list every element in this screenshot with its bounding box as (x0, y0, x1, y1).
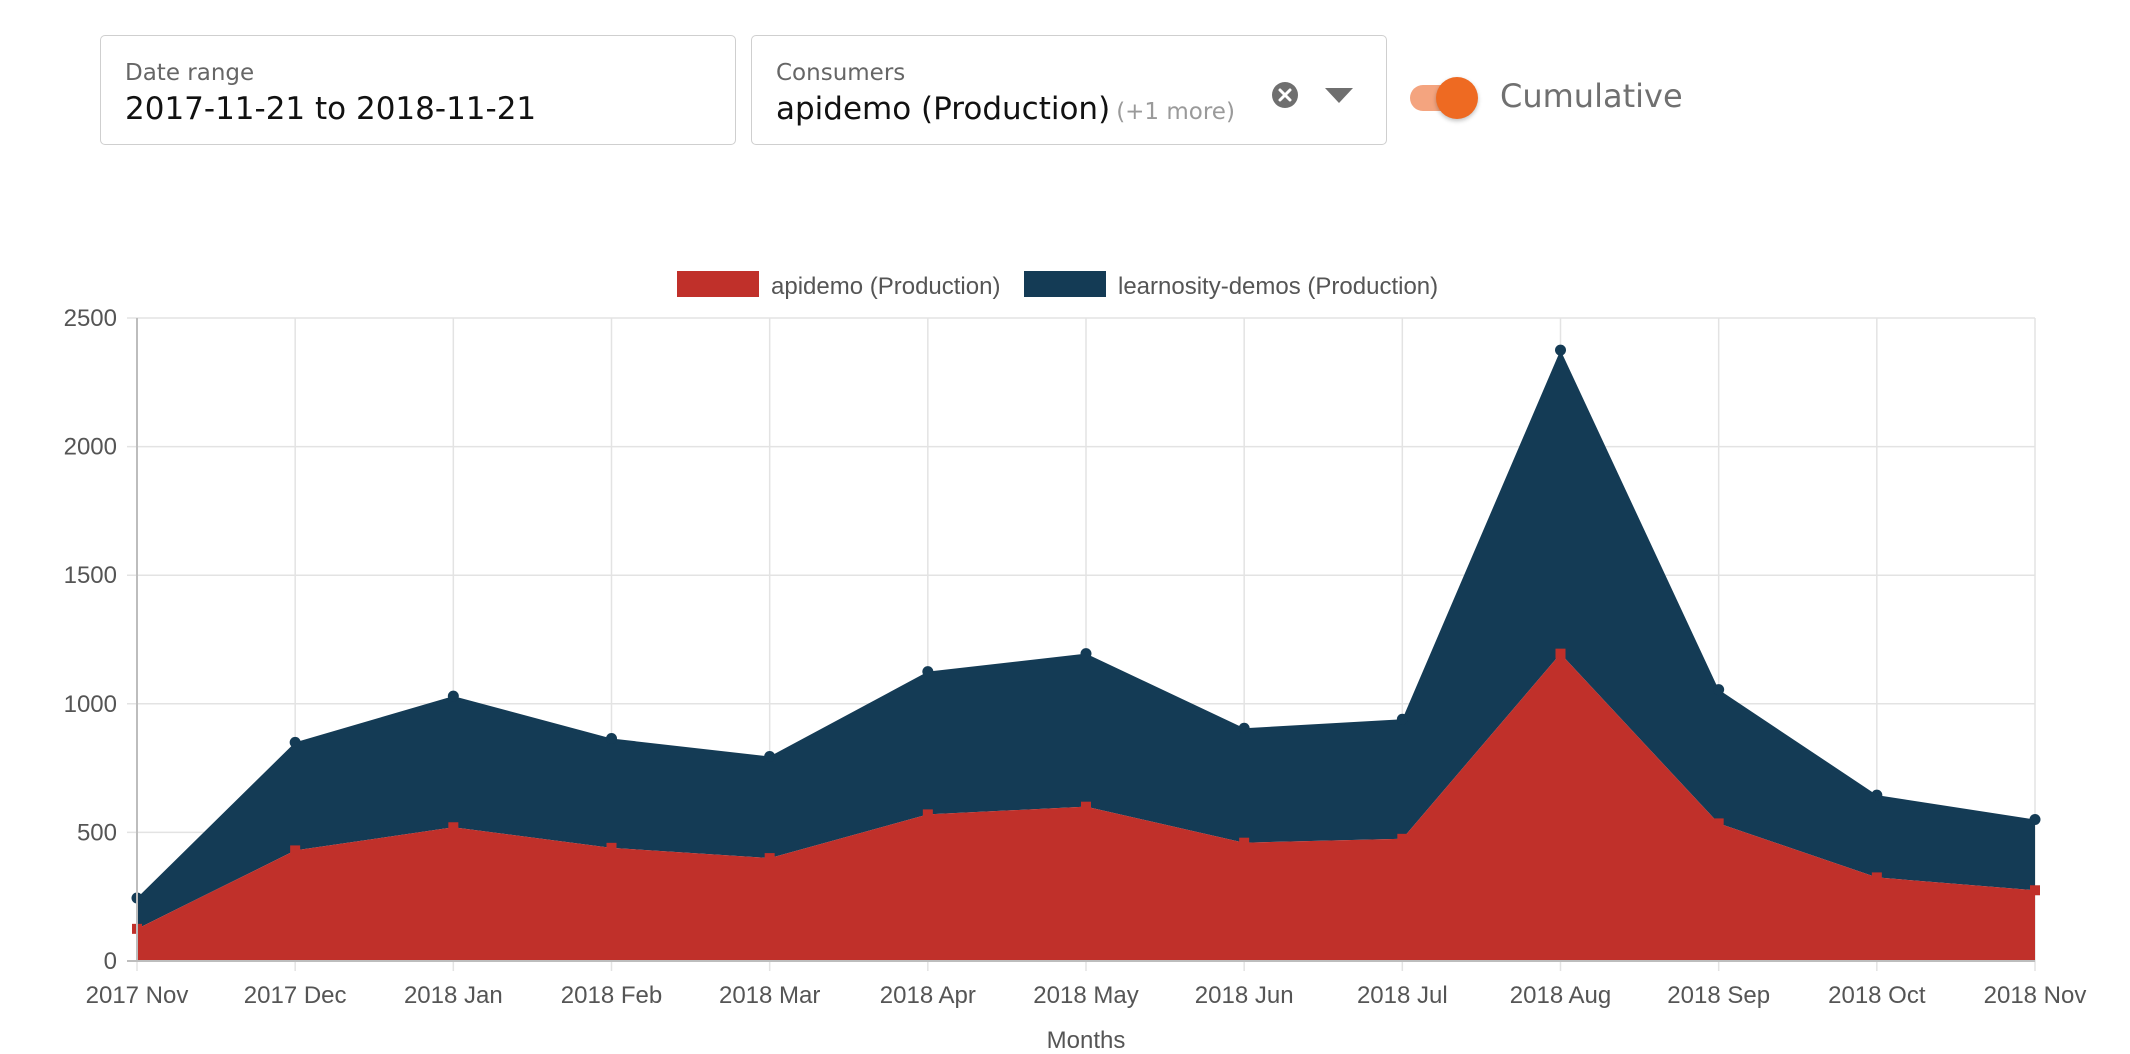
data-point-apidemo (606, 842, 617, 853)
x-axis-title: Months (1047, 1027, 1126, 1054)
data-point-learnosity-demos (2029, 814, 2041, 826)
data-point-apidemo (1239, 837, 1250, 848)
data-point-apidemo (1081, 801, 1091, 812)
data-point-learnosity-demos (922, 666, 934, 678)
cumulative-label: Cumulative (1500, 77, 1683, 115)
consumers-select[interactable]: Consumers apidemo (Production) (+1 more) (751, 35, 1387, 145)
date-range-field[interactable]: Date range 2017-11-21 to 2018-11-21 (100, 35, 736, 145)
x-tick-label: 2018 Jun (1195, 982, 1294, 1009)
data-point-learnosity-demos (1396, 713, 1408, 725)
data-point-apidemo (290, 845, 301, 856)
x-tick-label: 2018 May (1033, 982, 1138, 1009)
x-tick-label: 2018 Mar (719, 982, 820, 1009)
data-point-learnosity-demos (289, 736, 301, 748)
x-tick-label: 2018 Aug (1510, 982, 1611, 1009)
data-point-learnosity-demos (1713, 684, 1725, 696)
data-point-apidemo (2030, 885, 2040, 896)
data-point-learnosity-demos (764, 751, 776, 763)
x-tick-label: 2018 Sep (1667, 982, 1770, 1009)
data-point-apidemo (764, 853, 775, 864)
data-point-apidemo (1555, 648, 1566, 659)
data-point-apidemo (448, 822, 459, 833)
data-point-learnosity-demos (1871, 789, 1883, 801)
y-tick-label: 500 (77, 819, 117, 846)
date-range-label: Date range (125, 60, 255, 86)
data-point-learnosity-demos (1080, 648, 1092, 660)
stacked-area-chart: 0 500 1000 1500 2000 2500 2017 Nov 2017 Dec 2018… (64, 271, 2087, 1054)
x-tick-label: 2018 Nov (1984, 982, 2087, 1009)
x-tick-label: 2017 Dec (244, 982, 347, 1009)
data-point-learnosity-demos (1238, 722, 1250, 734)
data-point-apidemo (1871, 872, 1882, 883)
legend-swatch-learnosity-demos (1024, 271, 1106, 297)
series-area-learnosity-demos (137, 350, 2035, 929)
legend-swatch-apidemo (677, 271, 759, 297)
cumulative-toggle[interactable] (1410, 77, 1482, 119)
consumers-value: apidemo (Production) (+1 more) (776, 88, 1362, 133)
y-tick-label: 1500 (64, 562, 117, 589)
legend-label-apidemo: apidemo (Production) (771, 273, 1000, 300)
x-tick-label: 2018 Jan (404, 982, 503, 1009)
data-point-apidemo (922, 809, 933, 820)
y-tick-label: 2500 (64, 305, 117, 332)
data-point-learnosity-demos (447, 690, 459, 702)
toggle-knob (1436, 77, 1478, 119)
data-point-apidemo (1713, 818, 1724, 829)
date-range-value[interactable]: 2017-11-21 to 2018-11-21 (125, 91, 537, 127)
consumers-selected-value: apidemo (Production) (776, 91, 1111, 127)
data-point-apidemo (1397, 833, 1408, 844)
y-tick-label: 2000 (64, 434, 117, 461)
consumers-more-count: (+1 more) (1116, 99, 1235, 125)
data-point-learnosity-demos (1555, 344, 1566, 356)
consumers-label: Consumers (776, 60, 906, 86)
x-tick-label: 2017 Nov (86, 982, 189, 1009)
y-tick-label: 1000 (64, 691, 117, 718)
legend-label-learnosity-demos: learnosity-demos (Production) (1118, 273, 1438, 300)
x-tick-label: 2018 Apr (880, 982, 976, 1009)
clear-icon[interactable] (1270, 80, 1300, 110)
chevron-down-icon[interactable] (1322, 82, 1356, 108)
data-point-learnosity-demos (606, 733, 617, 745)
x-tick-label: 2018 Oct (1828, 982, 1926, 1009)
x-tick-label: 2018 Jul (1357, 982, 1448, 1009)
y-tick-label: 0 (104, 948, 117, 975)
x-tick-label: 2018 Feb (561, 982, 662, 1009)
